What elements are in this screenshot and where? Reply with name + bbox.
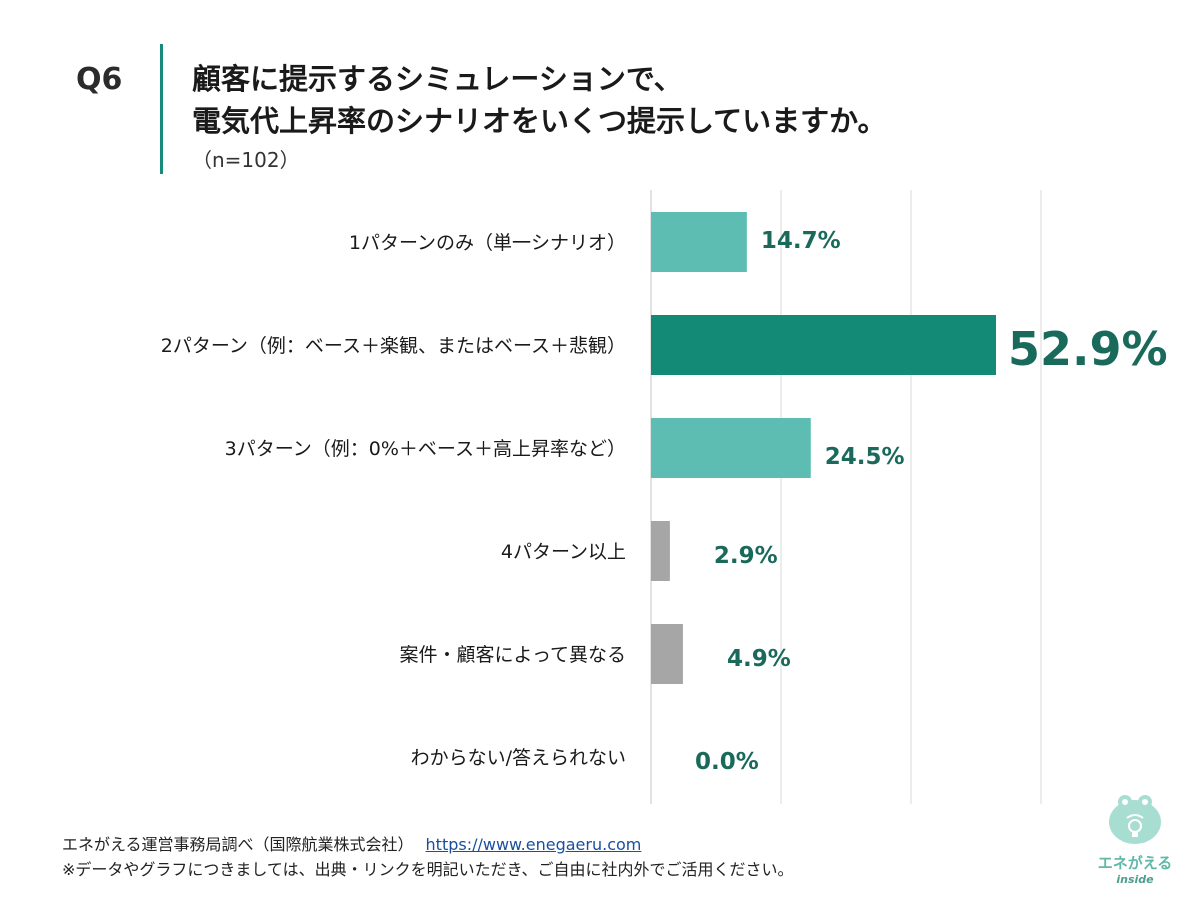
value-label: 52.9% — [1008, 322, 1168, 376]
category-label: 3パターン（例：0%＋ベース＋高上昇率など） — [225, 438, 626, 460]
title-line-2: 電気代上昇率のシナリオをいくつ提示していますか。 — [192, 104, 887, 138]
value-label: 14.7% — [761, 228, 841, 254]
value-label: 2.9% — [714, 543, 778, 569]
category-label: 案件・顧客によって異なる — [400, 644, 626, 666]
category-label: 2パターン（例：ベース＋楽観、またはベース＋悲観） — [161, 335, 626, 357]
logo-subtext: inside — [1116, 873, 1154, 886]
bar — [651, 521, 670, 581]
bar — [651, 418, 811, 478]
title-line-1: 顧客に提示するシミュレーションで、 — [192, 62, 683, 96]
bar — [651, 212, 747, 272]
value-label: 24.5% — [825, 444, 905, 470]
footer-source: エネがえる運営事務局調べ（国際航業株式会社） — [62, 835, 414, 854]
category-label: 4パターン以上 — [501, 541, 626, 563]
bar — [651, 624, 683, 684]
logo-mascot-icon — [1109, 795, 1161, 844]
chart-title: 顧客に提示するシミュレーションで、 電気代上昇率のシナリオをいくつ提示しています… — [192, 58, 887, 142]
sample-size: （n=102） — [192, 148, 300, 172]
header-divider — [160, 44, 163, 174]
footer: エネがえる運営事務局調べ（国際航業株式会社） https://www.enegae… — [62, 832, 794, 882]
footer-link[interactable]: https://www.enegaeru.com — [425, 835, 642, 854]
value-label: 4.9% — [727, 646, 791, 672]
logo: エネがえる inside — [1092, 790, 1178, 886]
value-label: 0.0% — [695, 749, 759, 775]
category-label: わからない/答えられない — [411, 747, 626, 769]
footer-source-line: エネがえる運営事務局調べ（国際航業株式会社） https://www.enegae… — [62, 832, 794, 857]
logo-text: エネがえる — [1097, 854, 1173, 872]
question-number: Q6 — [76, 62, 123, 97]
bar — [651, 315, 996, 375]
category-label: 1パターンのみ（単一シナリオ） — [349, 232, 626, 254]
footer-note: ※データやグラフにつきましては、出典・リンクを明記いただき、ご自由に社内外でご活… — [62, 860, 794, 879]
bar-chart: 1パターンのみ（単一シナリオ） 14.7% 2パターン（例：ベース＋楽観、またはベー… — [161, 190, 1168, 804]
